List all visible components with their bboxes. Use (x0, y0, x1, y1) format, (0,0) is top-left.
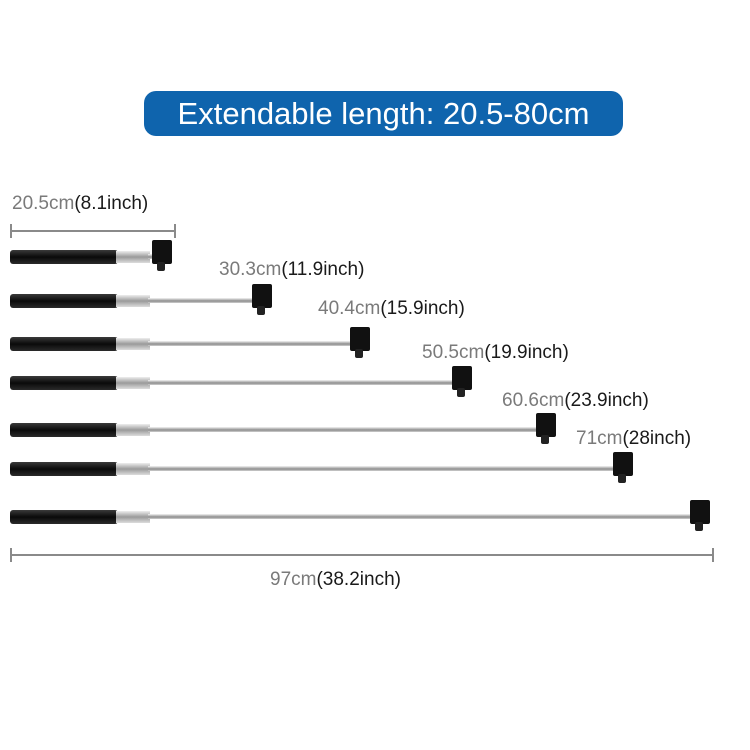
cm-value: 50.5cm (422, 342, 485, 363)
total-length-label: 97cm(38.2inch) (270, 569, 401, 591)
length-label-2: 30.3cm(11.9inch) (219, 259, 364, 281)
length-label-4: 50.5cm(19.9inch) (422, 342, 569, 364)
cm-value: 60.6cm (502, 390, 565, 411)
length-label-1: 20.5cm(8.1inch) (12, 193, 148, 215)
selfie-stick-60cm (10, 413, 558, 444)
inch-value: (8.1inch) (74, 193, 149, 214)
selfie-stick-30cm (10, 284, 274, 315)
cm-value: 20.5cm (12, 193, 75, 214)
selfie-stick-50cm (10, 366, 474, 397)
cm-value: 97cm (270, 569, 317, 590)
inch-value: (23.9inch) (564, 390, 649, 411)
selfie-stick-97cm (10, 500, 712, 531)
inch-value: (15.9inch) (380, 298, 465, 319)
selfie-stick-40cm (10, 327, 372, 358)
cm-value: 40.4cm (318, 298, 381, 319)
length-label-5: 60.6cm(23.9inch) (502, 390, 649, 412)
cm-value: 71cm (576, 428, 623, 449)
inch-value: (11.9inch) (281, 259, 365, 280)
inch-value: (19.9inch) (484, 342, 569, 363)
dimension-line-short (10, 224, 176, 238)
length-label-3: 40.4cm(15.9inch) (318, 298, 465, 320)
selfie-stick-20cm (10, 240, 176, 271)
dimension-line-total (10, 548, 714, 562)
length-label-6: 71cm(28inch) (576, 428, 691, 450)
selfie-stick-71cm (10, 452, 635, 483)
inch-value: (38.2inch) (316, 569, 401, 590)
cm-value: 30.3cm (219, 259, 282, 280)
title-banner: Extendable length: 20.5-80cm (144, 91, 623, 136)
inch-value: (28inch) (622, 428, 692, 449)
